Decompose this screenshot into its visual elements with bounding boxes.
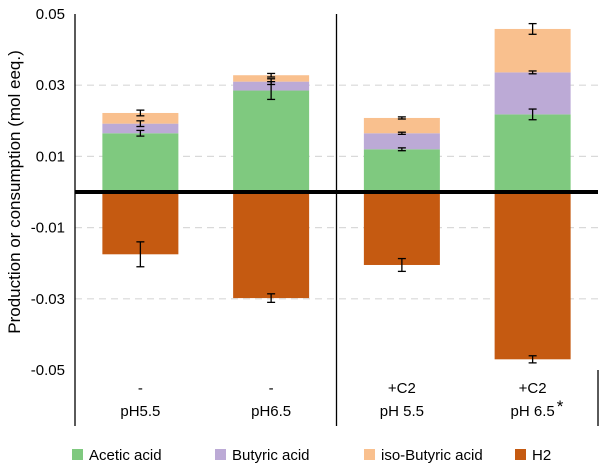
y-tick-label: -0.03 [31,291,65,308]
category-label-line2: pH6.5 [251,403,291,420]
y-axis-title: Production or consumption (mol eeq.) [5,50,24,333]
legend-swatch [215,449,226,460]
category-label-line2: pH 5.5 [380,403,424,420]
bar-acetic-acid [102,133,179,192]
error-bar [136,109,145,117]
y-tick-label: -0.01 [31,220,65,237]
legend-item: Butyric acid [215,447,310,464]
error-bars [136,22,537,364]
y-tick-labels: -0.05 -0.03 -0.01 0.01 0.03 0.05 [31,6,65,379]
legend-label: Butyric acid [232,447,310,464]
bar-acetic-acid [233,90,310,192]
error-bar [136,129,145,137]
legend-item: iso-Butyric acid [364,447,483,464]
category-label-line1: +C2 [388,380,416,397]
category-labels: - pH5.5 - pH6.5 +C2 pH 5.5 +C2 pH 6.5 * [120,380,563,420]
bar-h2 [233,192,310,299]
category-label-line1: - [269,380,274,397]
category-label-line1: +C2 [519,380,547,397]
bar-butyric-acid [102,123,179,134]
error-bar [397,131,406,135]
bar-iso-butyric-acid [494,28,571,73]
error-bar [397,257,406,273]
category-label-line2: pH 6.5 [511,403,555,420]
bar-butyric-acid [494,72,571,115]
legend-swatch [515,449,526,460]
error-bar [267,72,276,78]
y-tick-label: -0.05 [31,362,65,379]
error-bar [528,70,537,75]
category-label-line1: - [138,380,143,397]
bar-butyric-acid [363,133,440,150]
bar-h2 [363,192,440,265]
error-bar [528,355,537,364]
legend-swatch [72,449,83,460]
error-bar [397,116,406,120]
legend-item: H2 [515,447,551,464]
error-bar [397,147,406,152]
legend-swatch [364,449,375,460]
plot-frame [74,14,599,426]
bar-iso-butyric-acid [363,117,440,134]
legend-label: H2 [532,447,551,464]
bar-iso-butyric-acid [102,112,179,124]
y-tick-label: 0.05 [36,6,65,23]
bar-acetic-acid [494,114,571,192]
legend-label: Acetic acid [89,447,162,464]
error-bar [136,120,145,128]
error-bar [528,108,537,121]
significance-mark: * [557,397,564,416]
y-tick-label: 0.03 [36,77,65,94]
error-bar [136,241,145,268]
error-bar [267,293,276,304]
legend: Acetic acid Butyric acid iso-Butyric acid H… [72,447,551,464]
bar-h2 [494,192,571,360]
error-bar [528,22,537,35]
bar-acetic-acid [363,149,440,192]
category-label-line2: pH5.5 [120,403,160,420]
y-tick-label: 0.01 [36,148,65,165]
legend-label: iso-Butyric acid [381,447,483,464]
legend-item: Acetic acid [72,447,162,464]
bars [102,28,571,360]
error-bar [267,78,276,86]
